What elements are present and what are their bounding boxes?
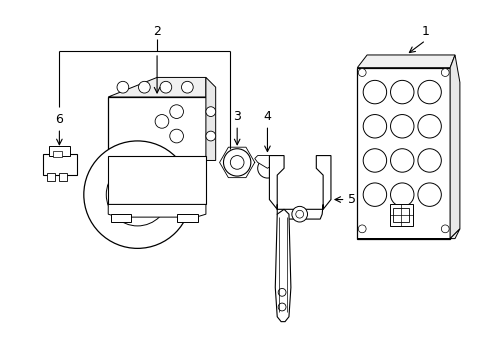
Polygon shape [449, 55, 459, 239]
Polygon shape [357, 55, 454, 68]
Circle shape [358, 225, 366, 233]
Circle shape [295, 210, 303, 218]
Polygon shape [275, 209, 290, 321]
Circle shape [417, 183, 441, 206]
Circle shape [205, 131, 215, 141]
Circle shape [390, 80, 413, 104]
Circle shape [205, 107, 215, 117]
Circle shape [390, 183, 413, 206]
Polygon shape [254, 156, 280, 168]
Circle shape [181, 81, 193, 93]
Circle shape [169, 105, 183, 118]
Circle shape [291, 206, 307, 222]
Circle shape [278, 288, 285, 296]
Circle shape [363, 149, 386, 172]
Polygon shape [108, 204, 205, 217]
Text: 1: 1 [421, 25, 429, 38]
Circle shape [358, 69, 366, 76]
Polygon shape [108, 77, 205, 97]
Bar [42, 154, 77, 175]
Circle shape [117, 81, 128, 93]
Circle shape [169, 129, 183, 143]
Circle shape [106, 163, 168, 226]
Circle shape [278, 303, 285, 311]
Circle shape [363, 183, 386, 206]
Circle shape [417, 80, 441, 104]
Text: 2: 2 [153, 25, 161, 38]
Bar [393, 208, 408, 222]
Circle shape [160, 81, 171, 93]
Bar [176, 214, 198, 222]
Circle shape [390, 114, 413, 138]
Bar [48, 146, 70, 156]
Circle shape [230, 156, 244, 169]
Bar [46, 173, 54, 181]
Bar [108, 156, 205, 204]
Circle shape [441, 225, 448, 233]
Circle shape [257, 158, 277, 178]
Circle shape [83, 141, 191, 248]
Text: 3: 3 [233, 110, 241, 123]
Polygon shape [357, 229, 459, 239]
Circle shape [390, 149, 413, 172]
Circle shape [363, 80, 386, 104]
Text: 5: 5 [348, 193, 356, 206]
Circle shape [417, 149, 441, 172]
Circle shape [363, 114, 386, 138]
Circle shape [138, 81, 150, 93]
Polygon shape [277, 204, 323, 219]
Circle shape [125, 183, 149, 206]
Text: 4: 4 [263, 110, 271, 123]
Bar [108, 97, 205, 161]
Polygon shape [205, 77, 215, 161]
Polygon shape [269, 156, 284, 209]
Circle shape [155, 114, 168, 128]
Bar [357, 68, 449, 239]
Polygon shape [316, 156, 330, 209]
Bar [59, 173, 67, 181]
Circle shape [223, 149, 250, 176]
Circle shape [441, 69, 448, 76]
Bar [52, 151, 62, 157]
Circle shape [417, 114, 441, 138]
Text: 6: 6 [55, 113, 63, 126]
Bar [389, 204, 412, 226]
Bar [111, 214, 130, 222]
